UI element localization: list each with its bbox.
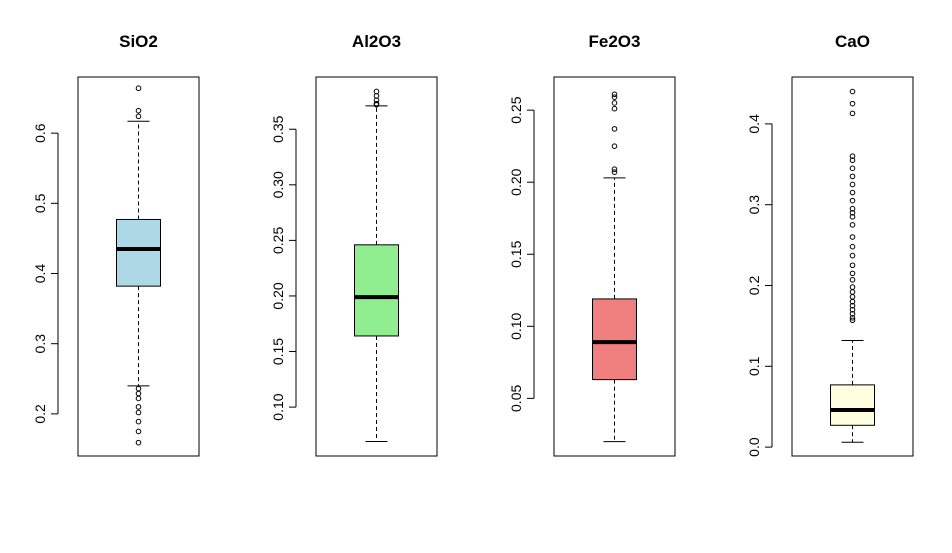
y-tick-label: 0.0 [746,437,762,457]
outlier-point [611,100,618,106]
y-tick-label: 0.1 [746,356,762,376]
outlier-point [849,298,856,305]
outlier-point [849,222,856,228]
outlier-point [849,315,856,321]
outlier-point [849,209,856,216]
y-tick-label: 0.10 [270,393,286,420]
outlier-point [135,395,142,402]
outlier-point [611,166,618,173]
outlier-point [373,88,380,95]
outlier-point [135,428,142,435]
iqr-box [830,384,875,426]
boxplot-panel-4: CaO 0.0 0.1 0.2 0.3 0.4 [746,32,914,457]
plot-frame [315,76,438,457]
y-tick-label: 0.4 [746,114,762,134]
outlier-point [611,143,618,149]
y-tick-label: 0.3 [32,334,48,354]
y-tick-label: 0.05 [508,385,524,412]
outlier-point [849,277,856,283]
plot-frame [791,76,914,457]
outlier-point [849,262,856,269]
y-tick-label: 0.4 [32,264,48,284]
panel-title: Fe2O3 [589,32,641,51]
outlier-point [849,153,856,159]
panel-title: CaO [835,32,870,51]
outlier-point [849,181,856,188]
outlier-point [849,197,856,204]
outlier-point [849,243,856,250]
outlier-point [611,94,618,100]
y-tick-label: 0.20 [270,282,286,309]
outlier-point [135,418,142,425]
y-tick-label: 0.2 [32,404,48,424]
iqr-box [354,244,399,337]
outlier-point [849,270,856,277]
outlier-point [611,169,618,175]
outlier-point [849,294,856,300]
outlier-point [611,105,618,112]
y-tick-label: 0.25 [508,96,524,123]
y-tick-label: 0.15 [270,338,286,365]
panel-title: SiO2 [119,32,158,51]
outlier-point [849,173,856,180]
outlier-point [849,306,856,313]
outlier-point [135,85,142,92]
outlier-point [849,310,856,317]
panel-title: Al2O3 [352,32,401,51]
outlier-point [135,113,142,120]
boxplot-panel-1: SiO2 0.2 0.3 0.4 0.5 0.6 [32,32,200,457]
plot-frame [553,76,676,457]
outlier-point [849,189,856,196]
outlier-point [849,302,856,309]
iqr-box [116,218,161,287]
plot-frame [77,76,200,457]
outlier-point [849,157,856,164]
outlier-point [135,385,142,392]
outlier-point [849,284,856,290]
outlier-point [373,93,380,99]
outlier-point [849,214,856,220]
outlier-point [849,165,856,172]
y-tick-label: 0.30 [270,171,286,198]
outlier-point [135,107,142,114]
y-tick-label: 0.15 [508,240,524,267]
y-tick-label: 0.6 [32,123,48,143]
outlier-point [849,88,856,95]
outlier-point [611,126,618,132]
y-tick-label: 0.3 [746,195,762,215]
y-tick-label: 0.35 [270,115,286,142]
outlier-point [611,91,618,98]
y-tick-label: 0.10 [508,312,524,339]
boxplot-panel-2: Al2O3 0.10 0.15 0.20 0.25 0.30 0.35 [270,32,438,457]
outlier-point [849,110,856,117]
outlier-point [373,101,380,108]
y-tick-label: 0.5 [32,193,48,213]
outlier-point [849,234,856,240]
outlier-point [849,317,856,324]
outlier-point [135,439,142,446]
outlier-point [849,289,856,295]
y-tick-label: 0.25 [270,227,286,254]
boxplot-panel-3: Fe2O3 0.05 0.10 0.15 0.20 0.25 [508,32,676,457]
y-tick-label: 0.20 [508,168,524,195]
outlier-point [849,205,856,212]
outlier-point [849,252,856,259]
y-tick-label: 0.2 [746,276,762,296]
outlier-point [135,404,142,410]
iqr-box [592,298,637,381]
outlier-point [135,390,142,397]
outlier-point [849,100,856,107]
outlier-point [135,409,142,416]
